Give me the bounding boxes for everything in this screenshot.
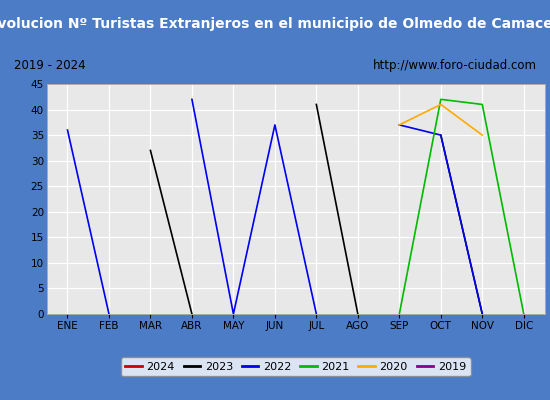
Legend: 2024, 2023, 2022, 2021, 2020, 2019: 2024, 2023, 2022, 2021, 2020, 2019: [121, 358, 470, 376]
Text: 2019 - 2024: 2019 - 2024: [14, 59, 85, 72]
Text: http://www.foro-ciudad.com: http://www.foro-ciudad.com: [372, 59, 536, 72]
Text: Evolucion Nº Turistas Extranjeros en el municipio de Olmedo de Camaces: Evolucion Nº Turistas Extranjeros en el …: [0, 17, 550, 31]
